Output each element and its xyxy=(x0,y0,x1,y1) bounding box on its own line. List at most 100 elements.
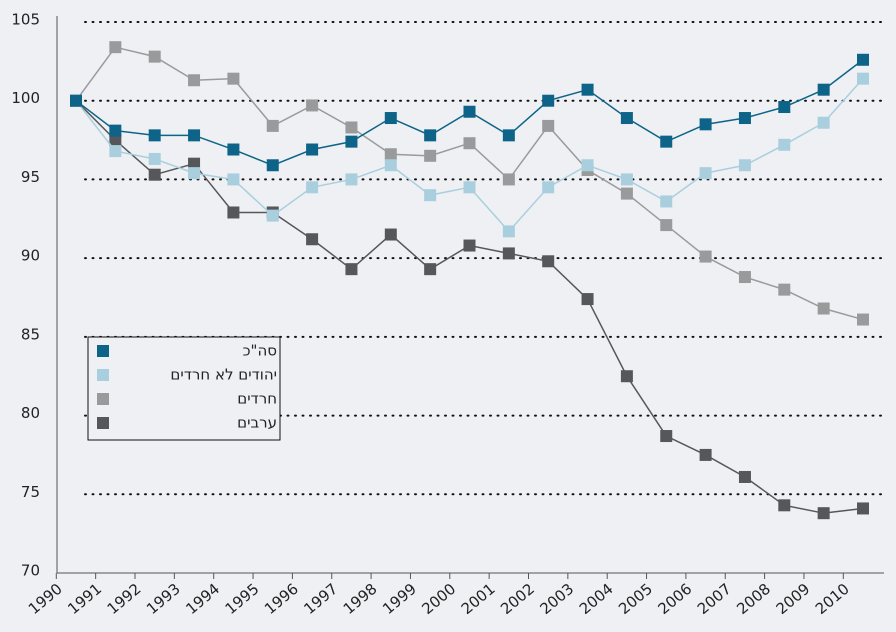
x-tick-label: 2007 xyxy=(694,580,735,618)
point xyxy=(266,159,279,172)
point xyxy=(463,137,476,150)
point xyxy=(738,112,751,125)
point xyxy=(817,83,830,96)
point xyxy=(227,173,240,186)
point xyxy=(463,239,476,252)
point xyxy=(109,134,122,147)
point xyxy=(502,225,515,238)
point xyxy=(227,72,240,85)
point xyxy=(306,233,319,246)
point xyxy=(424,129,437,142)
point xyxy=(306,99,319,112)
x-tick-label: 2009 xyxy=(773,580,814,618)
x-tick-label: 1992 xyxy=(104,580,145,618)
x-tick-label: 1994 xyxy=(182,580,223,618)
y-tick-label: 105 xyxy=(11,11,40,29)
point xyxy=(817,507,830,520)
point xyxy=(345,173,358,186)
point xyxy=(424,263,437,276)
point xyxy=(148,50,161,63)
legend-swatch xyxy=(97,417,109,429)
point xyxy=(109,145,122,158)
point xyxy=(857,313,869,326)
legend-swatch xyxy=(97,369,109,381)
legend: סה"כ יהודים לא חרדים חרדים ערבים xyxy=(87,336,281,441)
point xyxy=(148,168,161,181)
x-tick-label: 2000 xyxy=(418,580,459,618)
legend-label: ערבים xyxy=(237,414,277,432)
x-tick-label: 1990 xyxy=(25,580,66,618)
x-tick-label: 1993 xyxy=(143,580,184,618)
point xyxy=(660,219,673,232)
legend-box xyxy=(87,336,281,441)
point xyxy=(266,209,279,222)
y-tick-label: 85 xyxy=(21,325,40,343)
point xyxy=(542,181,555,194)
point xyxy=(424,149,437,162)
point xyxy=(188,157,201,170)
x-tick-label: 2006 xyxy=(655,580,696,618)
point xyxy=(109,124,122,137)
point xyxy=(542,119,555,132)
point xyxy=(227,143,240,156)
x-tick-label: 1998 xyxy=(340,580,381,618)
y-tick-label: 100 xyxy=(11,89,40,107)
point xyxy=(227,206,240,219)
point xyxy=(345,135,358,148)
point xyxy=(424,189,437,202)
legend-label: יהודים לא חרדים xyxy=(170,366,277,384)
point xyxy=(266,119,279,132)
point xyxy=(542,255,555,268)
y-tick-label: 95 xyxy=(21,168,40,186)
point xyxy=(817,302,830,315)
legend-label: סה"כ xyxy=(243,342,277,360)
point xyxy=(660,430,673,443)
point xyxy=(463,105,476,118)
point xyxy=(502,129,515,142)
point xyxy=(699,250,712,263)
x-tick-label: 1996 xyxy=(261,580,302,618)
x-tick-label: 2008 xyxy=(733,580,774,618)
x-tick-label: 2010 xyxy=(812,580,853,618)
point xyxy=(109,41,122,54)
x-tick-label: 2001 xyxy=(458,580,499,618)
point xyxy=(660,135,673,148)
x-tick-label: 2005 xyxy=(615,580,656,618)
point xyxy=(306,181,319,194)
y-tick-label: 70 xyxy=(21,562,40,580)
y-tick-label: 80 xyxy=(21,404,40,422)
point xyxy=(384,228,397,241)
legend-swatch xyxy=(97,345,109,357)
point xyxy=(306,143,319,156)
point xyxy=(188,129,201,142)
x-tick-label: 1999 xyxy=(379,580,420,618)
point xyxy=(778,138,791,151)
x-tick-label: 2004 xyxy=(576,580,617,618)
point xyxy=(857,72,869,85)
point xyxy=(620,112,633,125)
point xyxy=(857,502,869,515)
x-tick-label: 1991 xyxy=(64,580,105,618)
x-tick-label: 1997 xyxy=(300,580,341,618)
point xyxy=(581,159,594,172)
point xyxy=(817,116,830,129)
point xyxy=(384,148,397,161)
point xyxy=(502,173,515,186)
y-tick-label: 90 xyxy=(21,247,40,265)
point xyxy=(738,271,751,284)
point xyxy=(581,293,594,306)
point xyxy=(542,94,555,107)
point xyxy=(699,118,712,131)
point xyxy=(620,173,633,186)
point xyxy=(345,263,358,276)
point xyxy=(778,283,791,296)
legend-swatch xyxy=(97,393,109,405)
point xyxy=(699,167,712,180)
x-tick-label: 2002 xyxy=(497,580,538,618)
point xyxy=(738,159,751,172)
legend-label: חרדים xyxy=(237,390,277,408)
point xyxy=(384,159,397,172)
x-tick-label: 1995 xyxy=(222,580,263,618)
point xyxy=(778,499,791,512)
